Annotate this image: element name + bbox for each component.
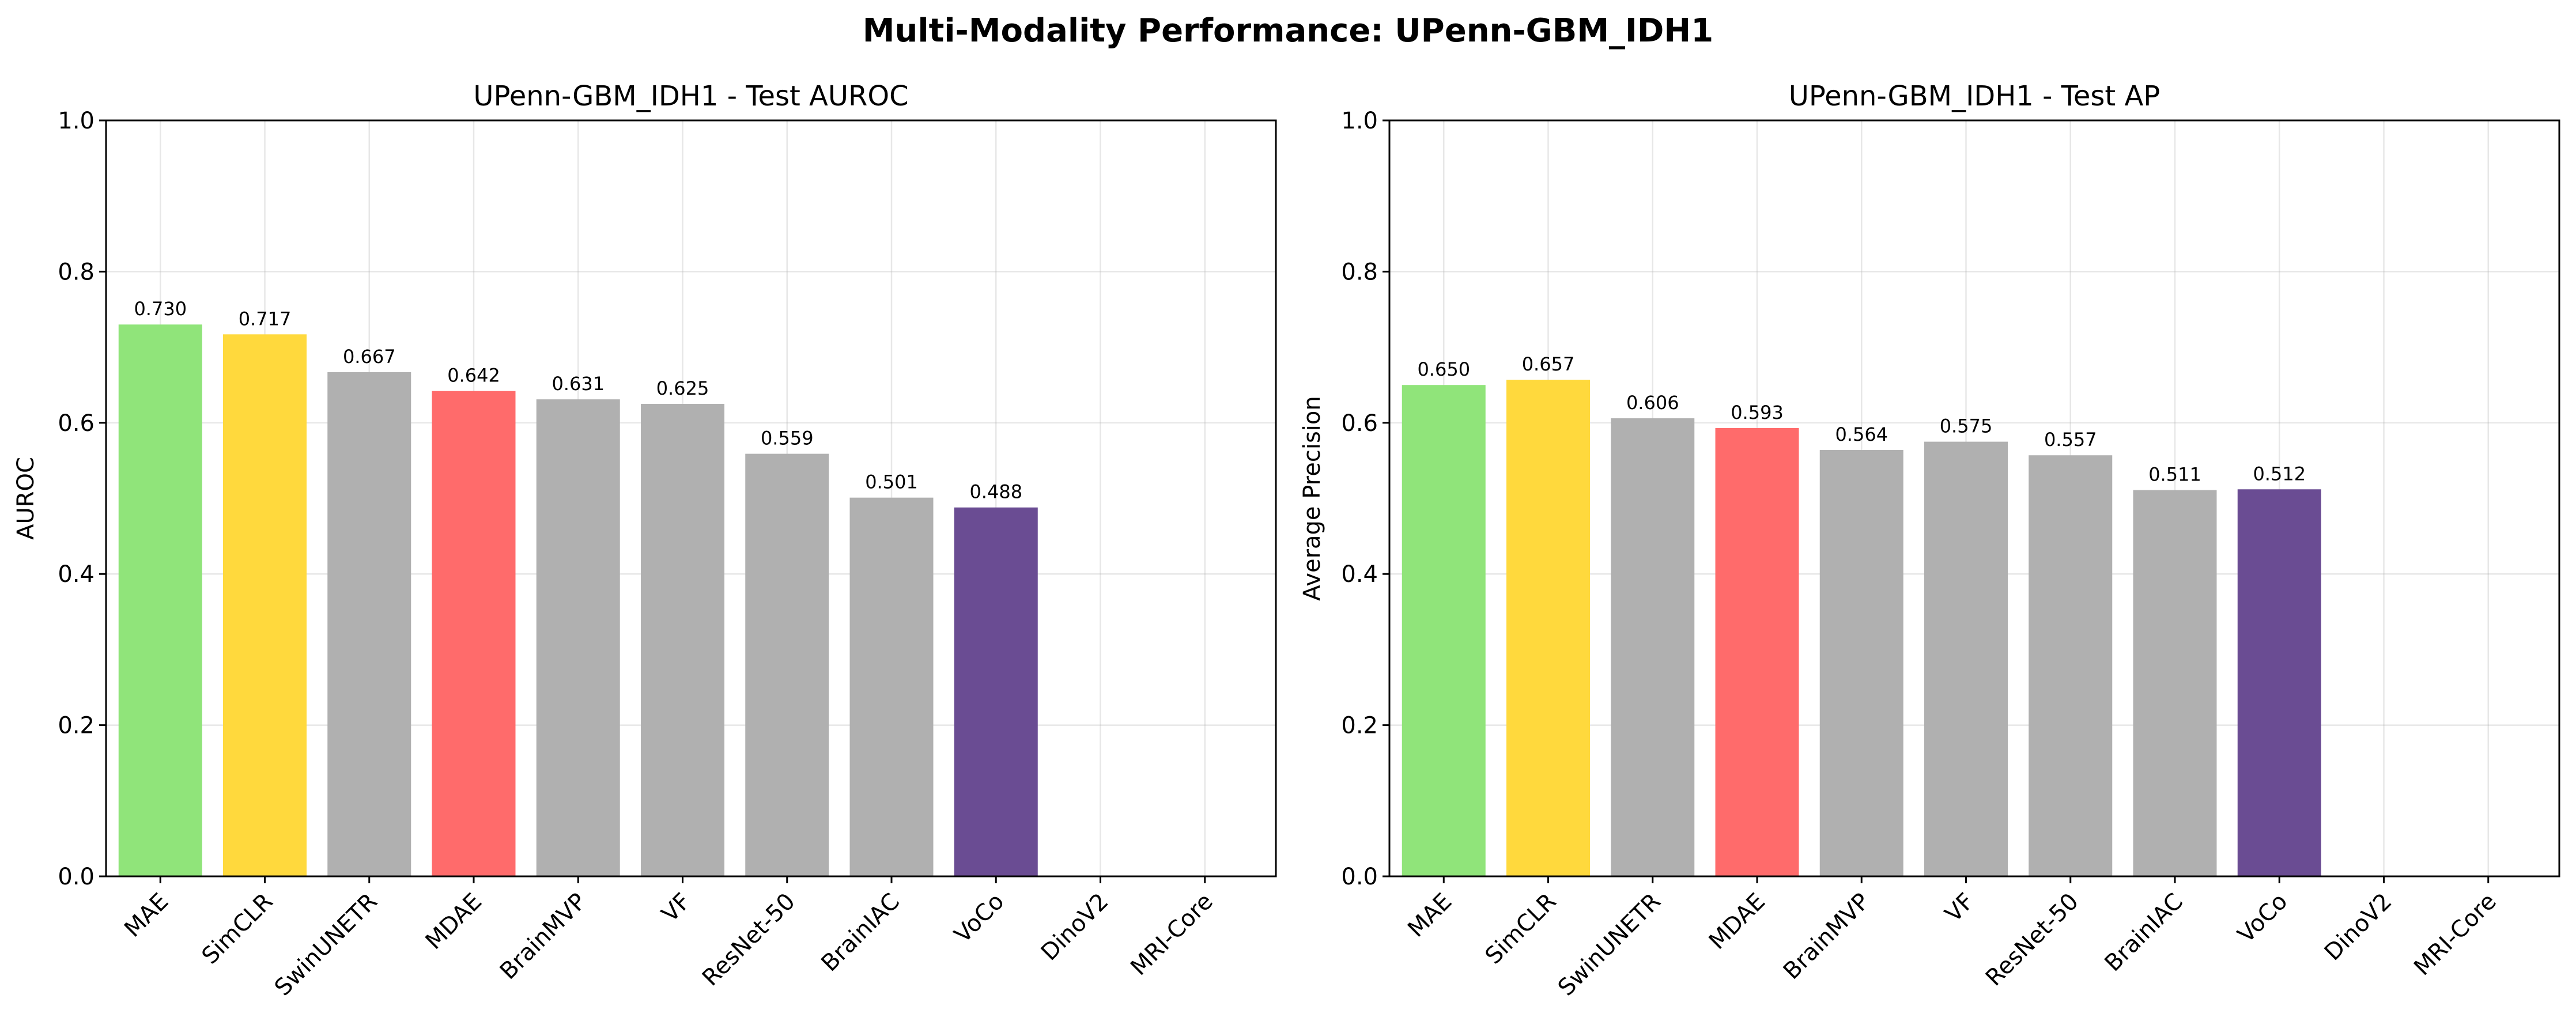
ap-value-labels: 0.650 0.657 0.606 0.593 0.564 0.575 0.557 0.511…	[1417, 353, 2306, 486]
auroc-y-tick-label: 0.4	[58, 561, 95, 588]
ap-y-tick-label: 0.2	[1341, 713, 1378, 739]
auroc-value-label: 0.501	[865, 471, 918, 493]
auroc-x-tick-label: MDAE	[421, 888, 487, 955]
auroc-bar-simclr	[223, 334, 307, 876]
auroc-y-tick-label: 0.6	[58, 410, 95, 437]
auroc-plot-frame	[105, 119, 1277, 878]
auroc-value-label: 0.642	[447, 365, 500, 387]
ap-y-tick-label: 0.6	[1341, 410, 1378, 437]
auroc-x-tick-label: SimCLR	[197, 888, 278, 970]
ap-bar-swinunetr	[1611, 418, 1695, 876]
auroc-value-label: 0.717	[239, 308, 292, 330]
auroc-value-label: 0.488	[969, 481, 1022, 503]
ap-value-label: 0.557	[2044, 429, 2097, 451]
auroc-chart-title: UPenn-GBM_IDH1 - Test AUROC	[473, 80, 908, 112]
auroc-bar-brainiac	[849, 497, 934, 876]
ap-x-tick-label: VF	[1940, 888, 1979, 928]
auroc-value-label: 0.730	[134, 298, 187, 320]
auroc-bar-mae	[118, 324, 202, 876]
figure-suptitle: Multi-Modality Performance: UPenn-GBM_ID…	[863, 12, 1713, 50]
ap-x-tick-label: ResNet-50	[1981, 888, 2084, 992]
auroc-value-label: 0.667	[343, 346, 396, 368]
ap-chart-title: UPenn-GBM_IDH1 - Test AP	[1789, 80, 2160, 112]
ap-x-tick-label: SimCLR	[1480, 888, 1562, 970]
ap-bar-brainmvp	[1819, 450, 1903, 876]
ap-x-tick-label: MAE	[1403, 888, 1457, 943]
auroc-x-tick-label: VF	[656, 888, 696, 928]
auroc-x-tick-label: BrainMVP	[495, 888, 591, 985]
ap-x-tick-label: BrainMVP	[1778, 888, 1875, 985]
ap-bar-brainiac	[2133, 490, 2217, 876]
ap-bar-vf	[1924, 441, 2008, 876]
auroc-x-tick-label: VoCo	[949, 888, 1009, 948]
auroc-bar-mdae	[432, 391, 516, 876]
auroc-bar-voco	[954, 507, 1038, 876]
ap-x-tick-label: BrainIAC	[2099, 888, 2188, 977]
auroc-x-tick-label: BrainIAC	[816, 888, 905, 977]
auroc-x-tick-label: ResNet-50	[697, 888, 800, 992]
ap-plot-frame	[1388, 119, 2560, 878]
auroc-bar-vf	[641, 404, 724, 876]
ap-chart-panel: UPenn-GBM_IDH1 - Test AP Average Precisi…	[1299, 80, 2560, 1001]
ap-x-tick-label: SwinUNETR	[1553, 888, 1666, 1001]
auroc-x-tick-label: DinoV2	[1036, 888, 1114, 966]
auroc-value-label: 0.625	[656, 377, 709, 399]
ap-bar-simclr	[1506, 380, 1590, 876]
ap-x-tick-label: DinoV2	[2320, 888, 2397, 966]
ap-x-tick-label: MRI-Core	[2409, 888, 2502, 981]
ap-value-label: 0.657	[1522, 353, 1575, 375]
ap-x-tick-label: VoCo	[2233, 888, 2292, 948]
ap-value-label: 0.575	[1940, 415, 1993, 437]
ap-bar-mdae	[1715, 428, 1799, 876]
auroc-value-label: 0.559	[761, 428, 814, 449]
ap-value-label: 0.650	[1417, 358, 1470, 380]
ap-value-label: 0.606	[1626, 392, 1679, 414]
ap-y-tick-label: 0.4	[1341, 561, 1378, 588]
ap-bar-resnet-50	[2029, 455, 2113, 876]
ap-bars	[1402, 380, 2321, 876]
auroc-chart-panel: UPenn-GBM_IDH1 - Test AUROC AUROC 0.730 0…	[13, 80, 1277, 1001]
ap-y-tick-label: 1.0	[1341, 108, 1378, 134]
auroc-bar-resnet-50	[745, 453, 829, 876]
auroc-bar-swinunetr	[327, 372, 411, 876]
auroc-value-label: 0.631	[552, 373, 605, 395]
ap-y-tick-label: 0.0	[1341, 864, 1378, 890]
auroc-y-tick-label: 0.8	[58, 259, 95, 285]
ap-value-label: 0.593	[1731, 402, 1784, 423]
ap-bar-voco	[2237, 489, 2321, 876]
ap-value-label: 0.512	[2253, 463, 2306, 485]
auroc-x-tick-label: MRI-Core	[1125, 888, 1218, 981]
auroc-y-axis-label: AUROC	[13, 457, 39, 540]
auroc-y-tick-label: 1.0	[58, 108, 95, 134]
ap-value-label: 0.511	[2148, 464, 2201, 486]
ap-bar-mae	[1402, 385, 1486, 876]
ap-value-label: 0.564	[1835, 423, 1888, 445]
ap-y-tick-label: 0.8	[1341, 259, 1378, 285]
ap-y-axis-label: Average Precision	[1299, 396, 1325, 600]
auroc-bars	[118, 324, 1038, 876]
auroc-x-tick-label: SwinUNETR	[270, 888, 383, 1001]
ap-x-tick-label: MDAE	[1704, 888, 1770, 955]
auroc-x-tick-label: MAE	[119, 888, 173, 943]
auroc-y-tick-label: 0.2	[58, 713, 95, 739]
auroc-value-labels: 0.730 0.717 0.667 0.642 0.631 0.625 0.559 0.501…	[134, 298, 1022, 503]
auroc-bar-brainmvp	[536, 399, 620, 876]
auroc-y-tick-label: 0.0	[58, 864, 95, 890]
